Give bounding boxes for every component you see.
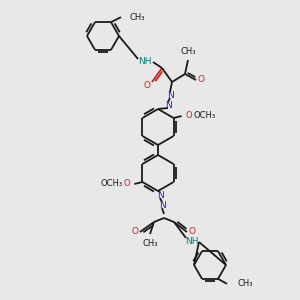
Text: CH₃: CH₃	[180, 47, 196, 56]
Text: CH₃: CH₃	[130, 13, 146, 22]
Text: O: O	[197, 76, 205, 85]
Text: O: O	[188, 227, 196, 236]
Text: N: N	[160, 200, 167, 209]
Text: NH: NH	[138, 58, 152, 67]
Text: N: N	[165, 100, 171, 109]
Text: N: N	[157, 190, 164, 200]
Text: CH₃: CH₃	[142, 239, 158, 248]
Text: O: O	[131, 227, 139, 236]
Text: N: N	[168, 91, 174, 100]
Text: O: O	[124, 179, 130, 188]
Text: O: O	[186, 112, 192, 121]
Text: O: O	[143, 82, 151, 91]
Text: OCH₃: OCH₃	[100, 179, 122, 188]
Text: CH₃: CH₃	[237, 279, 253, 288]
Text: OCH₃: OCH₃	[194, 112, 216, 121]
Text: NH: NH	[185, 238, 199, 247]
